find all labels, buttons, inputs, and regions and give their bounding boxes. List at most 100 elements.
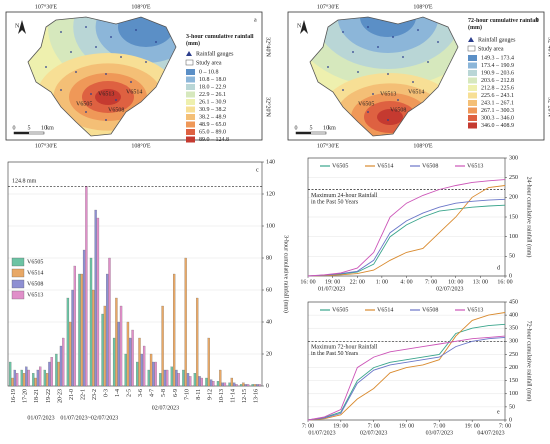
y-tick-label: 150 xyxy=(509,214,518,220)
x-tick-label: 7: 00 xyxy=(302,423,314,429)
legend-text: 18.0 – 22.9 xyxy=(199,84,226,90)
legend-text: 190.9 – 203.6 xyxy=(481,70,514,76)
legend-text: 38.2 – 48.9 xyxy=(199,114,226,120)
legend-text: 243.1 – 267.1 xyxy=(481,100,514,106)
station-label: V6513 xyxy=(380,91,396,97)
legend-text: Study area xyxy=(196,60,222,66)
y-tick-label: 100 xyxy=(266,223,275,229)
bar xyxy=(34,377,37,387)
map-fill xyxy=(310,17,458,136)
series-line xyxy=(307,204,506,277)
y-axis-label: 3-hour cumulative rainfall (mm) xyxy=(283,235,290,313)
y-tick-label: 0 xyxy=(509,417,512,423)
legend-text: V6508 xyxy=(422,307,438,313)
bar xyxy=(106,273,109,387)
x-tick-label: 11-14 xyxy=(231,389,237,403)
lon-label: 107°30'E xyxy=(35,142,57,149)
y-tick-label: 250 xyxy=(509,352,518,358)
lon-label: 107°30'E xyxy=(317,3,339,10)
legend-text: 212.8 – 225.6 xyxy=(481,85,514,91)
legend-swatch xyxy=(186,136,195,143)
bar xyxy=(198,376,201,387)
series-line xyxy=(307,179,506,277)
y-tick-label: 80 xyxy=(266,255,272,261)
x-tick-label: 7: 00 xyxy=(433,423,445,429)
legend-text: V6514 xyxy=(27,270,43,276)
bar xyxy=(152,361,155,387)
north-label: N xyxy=(15,23,20,29)
bar xyxy=(15,373,19,387)
date-label: 01/07/2023~02/07/2023 xyxy=(60,415,118,421)
legend-text: V6514 xyxy=(377,307,393,313)
gauge xyxy=(342,89,344,91)
legend-text: 26.1 – 30.9 xyxy=(199,99,226,105)
station-label: V6508 xyxy=(108,107,124,113)
annotation: in the Past 50 Years xyxy=(311,351,359,357)
x-tick-label: 1-4 xyxy=(115,389,121,397)
legend-text: Rainfall gauges xyxy=(196,50,234,57)
station-label: V6508 xyxy=(390,107,406,113)
legend-swatch xyxy=(468,100,477,106)
bar xyxy=(219,369,222,387)
series-line xyxy=(307,335,506,421)
legend-swatch xyxy=(468,92,477,99)
x-tick-label: 7: 00 xyxy=(368,423,380,429)
x-tick-label: 19-22 xyxy=(46,389,52,403)
legend-text: 203.6 – 212.8 xyxy=(481,78,514,84)
x-tick-label: 7-10 xyxy=(184,389,190,400)
bar xyxy=(233,382,236,387)
x-tick-label: 19: 00 xyxy=(399,423,414,429)
gauge xyxy=(70,51,72,53)
legend-swatch xyxy=(186,121,195,128)
legend-swatch xyxy=(468,122,477,129)
x-tick-label: 16: 00 xyxy=(300,279,315,285)
gauge xyxy=(90,93,92,95)
legend-swatch xyxy=(468,107,477,114)
x-tick-label: 19: 00 xyxy=(333,423,348,429)
lat-label: 32°20'N xyxy=(265,97,272,117)
gauge xyxy=(357,71,359,73)
y-tick-label: 450 xyxy=(509,299,518,305)
bar xyxy=(25,366,28,387)
bar xyxy=(258,384,261,387)
lon-label: 107°30'E xyxy=(317,142,339,149)
panel-label: a xyxy=(254,17,257,23)
gauge xyxy=(377,46,379,48)
gauge xyxy=(60,89,62,91)
x-tick-label: 8-11 xyxy=(196,389,202,400)
bar xyxy=(13,369,16,387)
y-tick-label: 120 xyxy=(266,191,275,197)
region-fill xyxy=(377,109,403,125)
bar xyxy=(131,329,134,387)
gauge xyxy=(367,26,369,28)
lon-label: 108°0'E xyxy=(131,142,150,149)
legend-text: 48.9 – 65.0 xyxy=(199,122,226,128)
x-tick-label: 12-15 xyxy=(242,389,248,403)
x-tick-label: 18-21 xyxy=(34,389,40,403)
bar xyxy=(189,376,192,387)
x-tick-label: 5-8 xyxy=(161,389,167,397)
bar xyxy=(85,186,88,387)
y-tick-label: 0 xyxy=(266,383,269,389)
station-label: V6514 xyxy=(126,89,142,95)
bar xyxy=(175,369,178,387)
bar xyxy=(73,265,76,387)
gauge xyxy=(327,66,329,68)
gauge xyxy=(105,119,107,121)
y-tick-label: 200 xyxy=(509,365,518,371)
y-tick-label: 350 xyxy=(509,326,518,332)
bar xyxy=(103,305,107,387)
bar xyxy=(108,257,111,387)
x-tick-label: 7: 00 xyxy=(499,423,511,429)
bar xyxy=(80,273,83,387)
y-tick-label: 0 xyxy=(509,273,512,279)
date-label: 02/07/2023 xyxy=(152,405,179,411)
gauge xyxy=(95,46,97,48)
y-axis-label: 24-hour cumulative rainfall (mm) xyxy=(526,177,533,258)
bar xyxy=(11,377,14,387)
bar xyxy=(112,337,116,387)
x-tick-label: 4-7 xyxy=(150,389,156,397)
x-tick-label: 6-9 xyxy=(173,389,179,397)
legend-text: 89.0 – 124.8 xyxy=(199,137,229,143)
legend-swatch xyxy=(11,279,25,289)
